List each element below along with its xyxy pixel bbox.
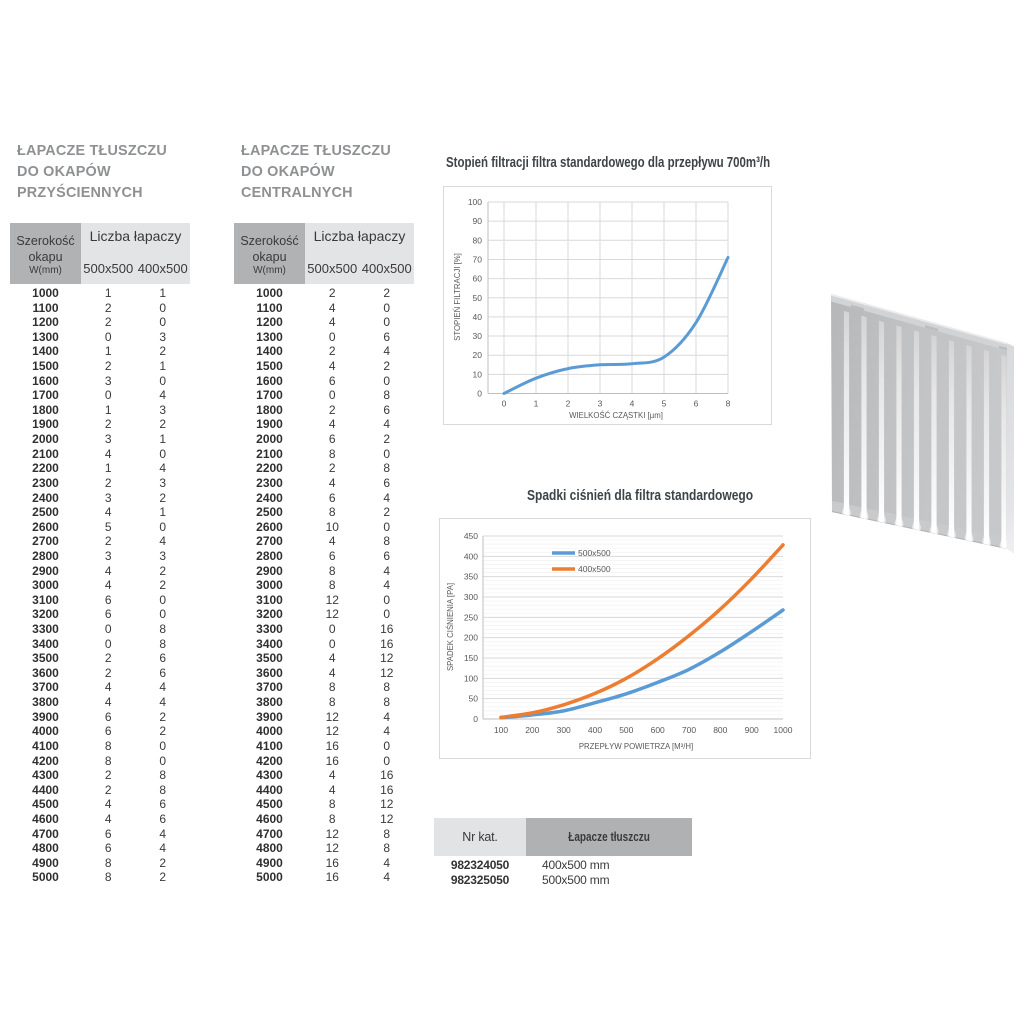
svg-text:200: 200 xyxy=(525,725,539,735)
svg-text:1000: 1000 xyxy=(774,725,793,735)
svg-text:90: 90 xyxy=(473,216,483,226)
svg-text:100: 100 xyxy=(464,673,478,683)
svg-text:250: 250 xyxy=(464,612,478,622)
svg-text:400: 400 xyxy=(464,551,478,561)
svg-text:150: 150 xyxy=(464,653,478,663)
svg-text:0: 0 xyxy=(477,389,482,399)
svg-text:80: 80 xyxy=(473,235,483,245)
svg-text:500: 500 xyxy=(619,725,633,735)
svg-text:40: 40 xyxy=(473,312,483,322)
svg-text:10: 10 xyxy=(473,369,483,379)
svg-text:0: 0 xyxy=(502,399,507,409)
svg-text:800: 800 xyxy=(713,725,727,735)
svg-text:WIELKOŚĆ CZĄSTKI [µm]: WIELKOŚĆ CZĄSTKI [µm] xyxy=(569,411,663,420)
svg-text:1: 1 xyxy=(534,399,539,409)
svg-text:PRZEPŁYW POWIETRZA [M³/H]: PRZEPŁYW POWIETRZA [M³/H] xyxy=(579,742,693,751)
svg-text:4: 4 xyxy=(630,399,635,409)
svg-text:30: 30 xyxy=(473,331,483,341)
svg-text:0: 0 xyxy=(473,714,478,724)
svg-text:300: 300 xyxy=(464,592,478,602)
svg-text:60: 60 xyxy=(473,274,483,284)
svg-text:400: 400 xyxy=(588,725,602,735)
svg-text:350: 350 xyxy=(464,572,478,582)
svg-text:20: 20 xyxy=(473,350,483,360)
svg-text:50: 50 xyxy=(469,694,479,704)
svg-text:70: 70 xyxy=(473,254,483,264)
svg-text:450: 450 xyxy=(464,531,478,541)
svg-text:3: 3 xyxy=(598,399,603,409)
svg-text:300: 300 xyxy=(557,725,571,735)
svg-text:SPADEK CIŚNIENIA [PA]: SPADEK CIŚNIENIA [PA] xyxy=(446,583,455,671)
svg-text:50: 50 xyxy=(473,293,483,303)
svg-text:8: 8 xyxy=(726,399,731,409)
svg-text:2: 2 xyxy=(566,399,571,409)
svg-text:5: 5 xyxy=(662,399,667,409)
svg-text:700: 700 xyxy=(682,725,696,735)
svg-text:600: 600 xyxy=(651,725,665,735)
svg-text:500x500: 500x500 xyxy=(578,548,611,558)
svg-text:STOPIEŃ FILTRACJI [%]: STOPIEŃ FILTRACJI [%] xyxy=(453,253,462,341)
svg-text:900: 900 xyxy=(745,725,759,735)
svg-text:200: 200 xyxy=(464,633,478,643)
svg-text:6: 6 xyxy=(694,399,699,409)
svg-text:100: 100 xyxy=(494,725,508,735)
svg-text:100: 100 xyxy=(468,197,482,207)
svg-text:400x500: 400x500 xyxy=(578,564,611,574)
